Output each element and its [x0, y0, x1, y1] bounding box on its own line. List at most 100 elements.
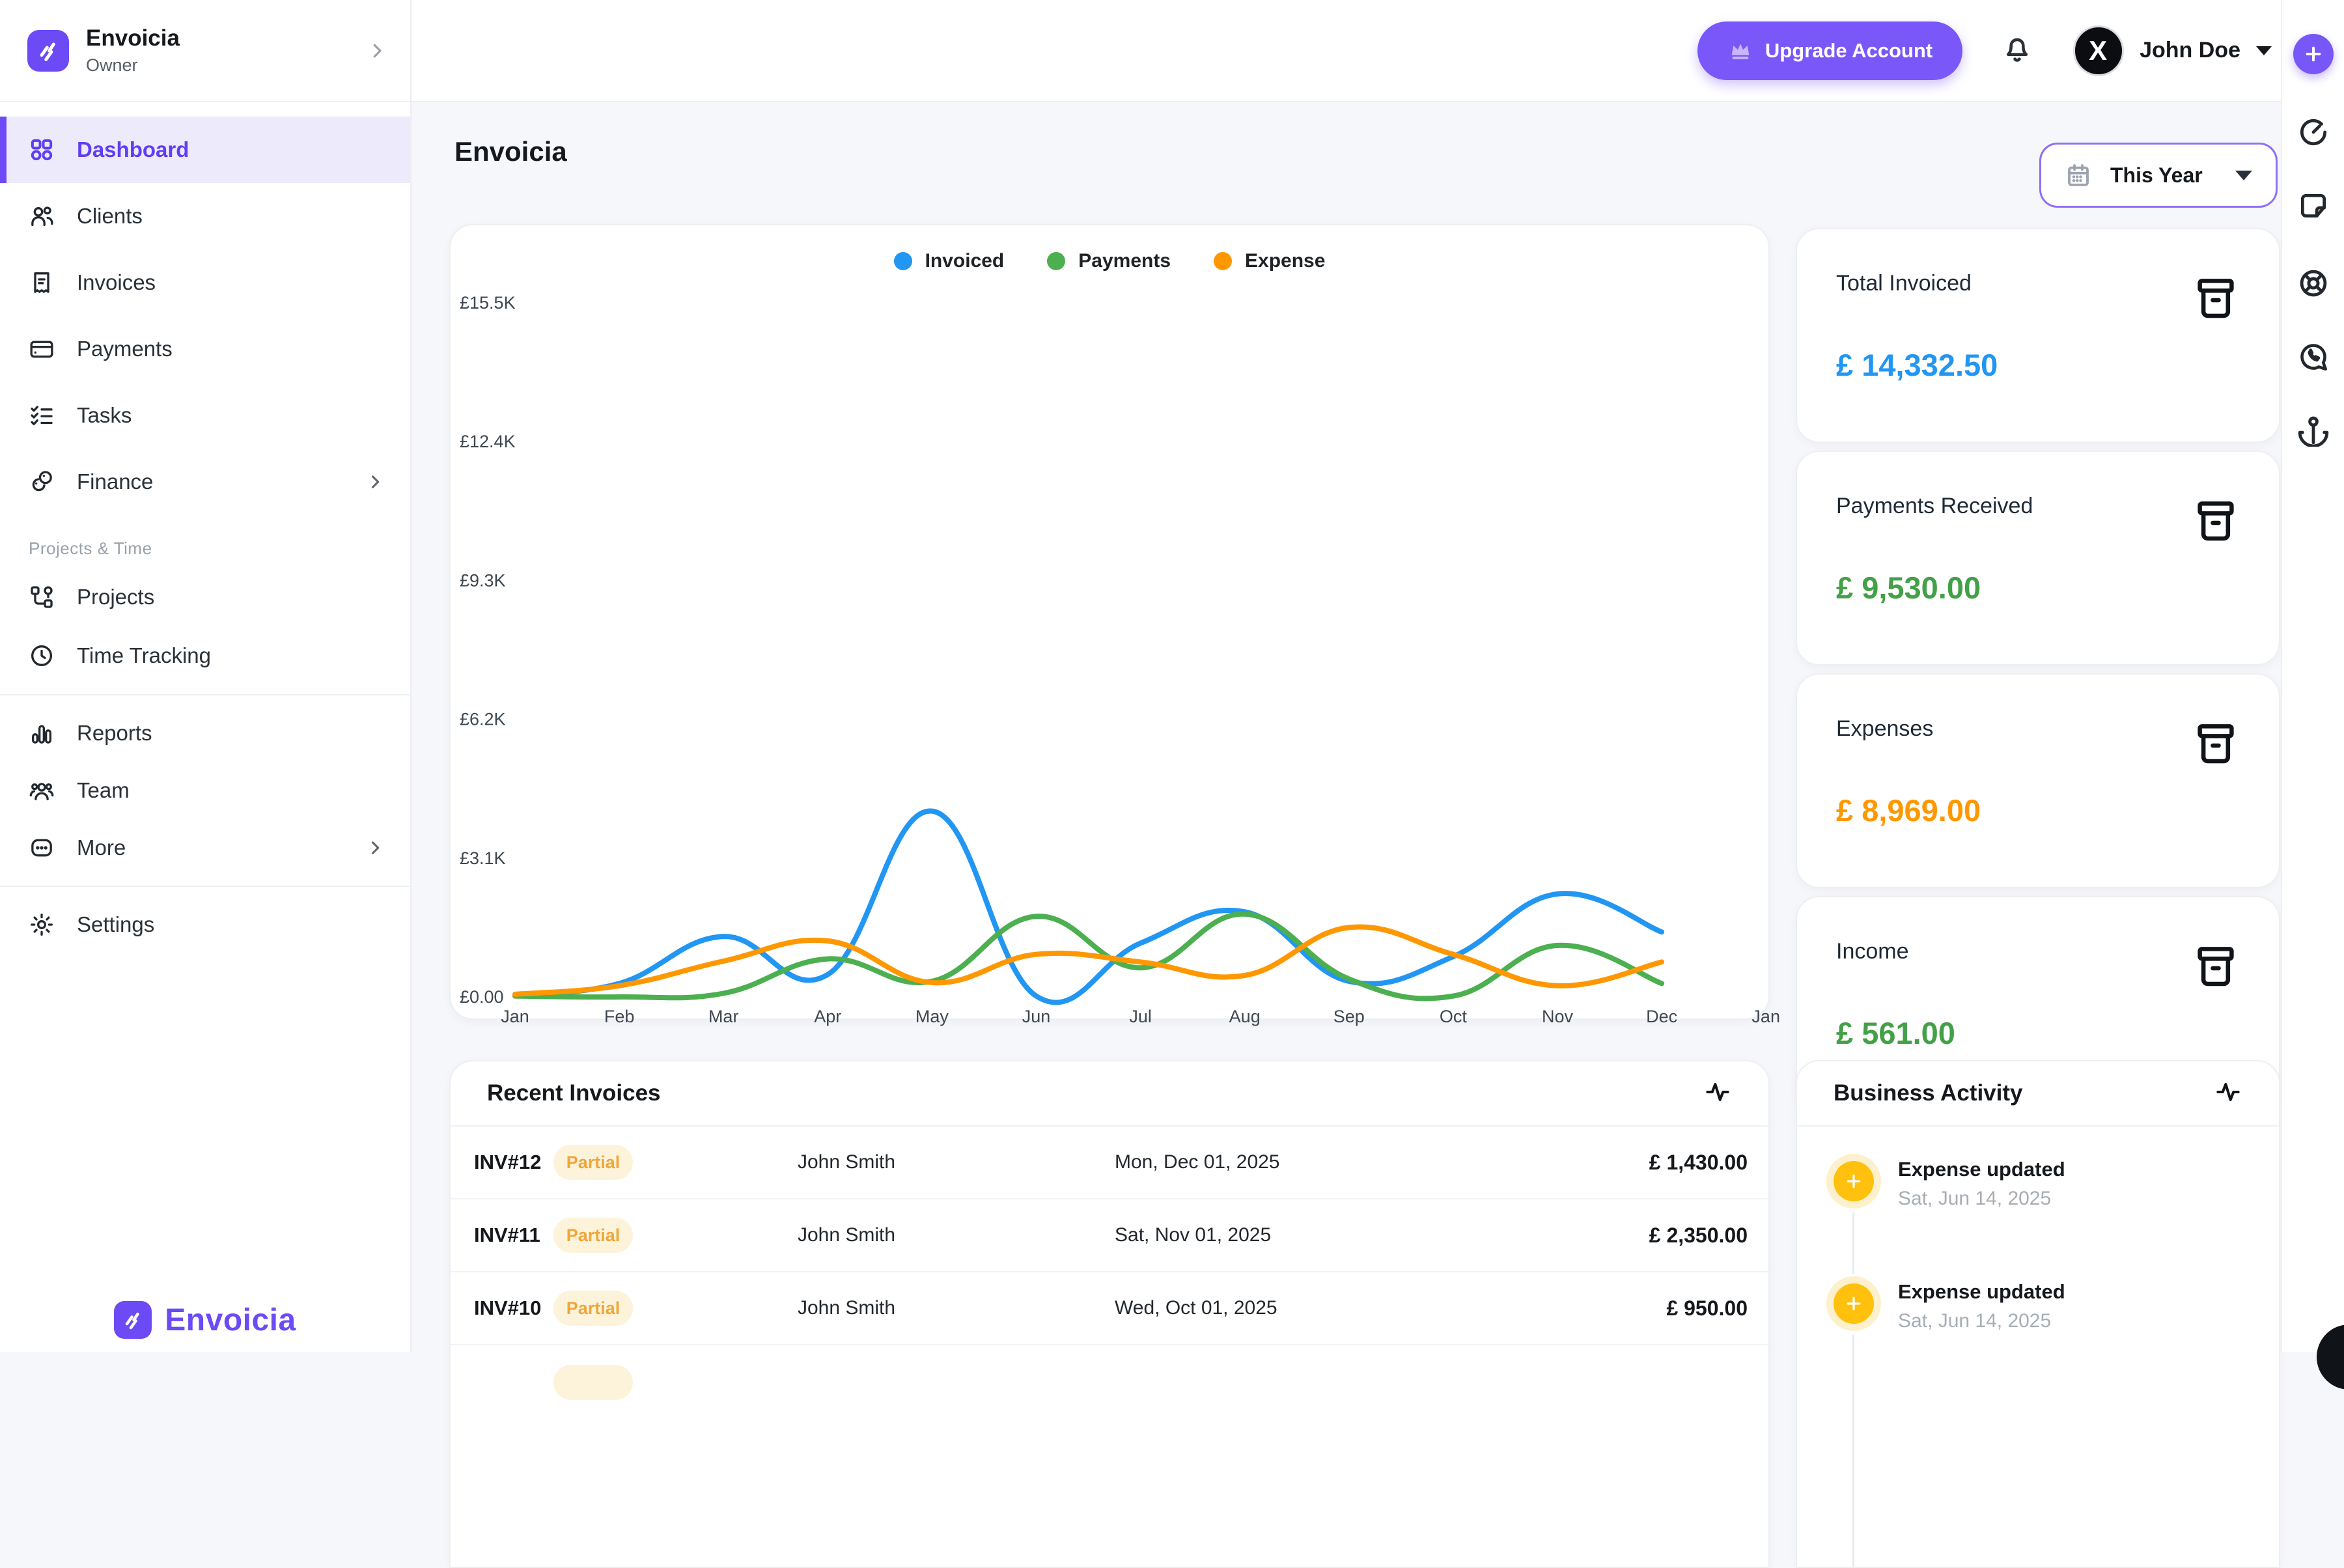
svg-text:Jan: Jan: [501, 1007, 529, 1026]
bell-icon: [2006, 38, 2028, 62]
summary-card-value: £ 9,530.00: [1836, 570, 1981, 605]
lifebuoy-icon: [2300, 270, 2326, 297]
sidebar-item-projects[interactable]: Projects: [0, 568, 410, 626]
notes-button[interactable]: [2297, 189, 2330, 225]
summary-card-total-invoiced[interactable]: Total Invoiced £ 14,332.50: [1796, 228, 2280, 443]
revenue-chart-card: Invoiced Payments Expense £0.00 £3.1K £6.2…: [449, 224, 1780, 1026]
legend-item-expense[interactable]: Expense: [1214, 250, 1325, 272]
sidebar-item-team[interactable]: Team: [0, 762, 410, 819]
help-button[interactable]: [2297, 267, 2330, 303]
sidebar-item-finance[interactable]: Finance: [0, 449, 410, 515]
user-menu-caret-icon[interactable]: [2256, 46, 2272, 55]
calendar-icon: [2068, 164, 2089, 186]
right-tool-strip: [2281, 0, 2344, 1352]
sidebar-item-label: Dashboard: [77, 137, 189, 161]
workspace-switcher[interactable]: Envoicia Owner: [0, 0, 410, 102]
summary-card-expenses[interactable]: Expenses £ 8,969.00: [1796, 673, 2280, 888]
page-title: Envoicia: [454, 136, 567, 167]
invoice-row-clipped[interactable]: [451, 1345, 1768, 1423]
archive-box-icon: [2198, 279, 2234, 318]
summary-card-value: £ 14,332.50: [1836, 348, 1998, 382]
sidebar-divider: [0, 886, 410, 887]
invoice-id: INV#12: [474, 1151, 542, 1173]
svg-text:£6.2K: £6.2K: [460, 710, 506, 729]
svg-text:Aug: Aug: [1229, 1007, 1261, 1026]
invoice-row[interactable]: INV#12 Partial John Smith Mon, Dec 01, 2…: [451, 1127, 1768, 1199]
notifications-button[interactable]: [2000, 32, 2034, 69]
clock-icon: [31, 645, 53, 667]
plus-icon: [2306, 46, 2321, 62]
chevron-right-icon: [373, 44, 382, 57]
sidebar-item-label: Invoices: [77, 270, 156, 294]
invoice-amount: £ 950.00: [1666, 1296, 1748, 1320]
recent-invoices-panel: Recent Invoices INV#12 Partial John Smit…: [449, 1060, 1770, 1568]
activity-plus-icon: [1826, 1276, 1881, 1331]
invoice-row[interactable]: INV#11 Partial John Smith Sat, Nov 01, 2…: [451, 1199, 1768, 1272]
summary-card-value: £ 8,969.00: [1836, 793, 1981, 828]
svg-text:Jul: Jul: [1129, 1007, 1152, 1026]
sidebar-item-more[interactable]: More: [0, 819, 410, 876]
sidebar-item-time-tracking[interactable]: Time Tracking: [0, 626, 410, 685]
summary-card-payments-received[interactable]: Payments Received £ 9,530.00: [1796, 451, 2280, 665]
sidebar-item-clients[interactable]: Clients: [0, 183, 410, 249]
coins-icon: [32, 471, 52, 492]
anchor-button[interactable]: [2297, 414, 2330, 450]
revenue-chart-svg: £0.00 £3.1K £6.2K £9.3K £12.4K £15.5K Jan Feb Ma…: [460, 293, 1780, 1026]
note-icon: [2300, 193, 2326, 218]
archive-box-icon: [2198, 724, 2234, 764]
workspace-name: Envoicia: [86, 25, 180, 51]
legend-label: Expense: [1245, 250, 1326, 272]
sidebar-item-label: Team: [77, 778, 130, 802]
sidebar-item-label: Finance: [77, 469, 154, 494]
sidebar-item-reports[interactable]: Reports: [0, 705, 410, 762]
sidebar-divider: [0, 694, 410, 695]
svg-text:£12.4K: £12.4K: [460, 432, 516, 451]
user-name: John Doe: [2140, 38, 2240, 63]
timer-icon: [2300, 119, 2326, 146]
footer-brand-name: Envoicia: [165, 1302, 296, 1337]
svg-text:May: May: [915, 1007, 949, 1026]
summary-card-title: Expenses: [1836, 716, 1934, 741]
select-caret-icon: [2235, 170, 2252, 180]
svg-text:£15.5K: £15.5K: [460, 293, 516, 313]
sidebar-nav: Dashboard Clients Invoices Payments Task…: [0, 102, 410, 953]
sidebar-item-label: Projects: [77, 585, 155, 609]
legend-item-payments[interactable]: Payments: [1047, 250, 1171, 272]
anchor-icon: [2298, 416, 2328, 448]
timer-button[interactable]: [2297, 116, 2330, 152]
quick-add-button[interactable]: [2293, 34, 2334, 74]
invoice-row[interactable]: INV#10 Partial John Smith Wed, Oct 01, 2…: [451, 1272, 1768, 1345]
upgrade-button-label: Upgrade Account: [1765, 38, 1933, 62]
archive-box-icon: [2198, 947, 2234, 987]
activity-pulse-icon[interactable]: [2214, 1078, 2242, 1110]
timeline-connector: [1852, 1335, 1854, 1567]
svg-text:Sep: Sep: [1333, 1007, 1365, 1026]
invoice-date: Wed, Oct 01, 2025: [1115, 1297, 1277, 1319]
activity-pulse-icon[interactable]: [1703, 1078, 1732, 1110]
invoice-status-badge: [553, 1365, 633, 1400]
sidebar-item-settings[interactable]: Settings: [0, 896, 410, 953]
sidebar-item-tasks[interactable]: Tasks: [0, 382, 410, 449]
sidebar-footer-brand: Envoicia: [0, 1301, 410, 1339]
sidebar-item-payments[interactable]: Payments: [0, 316, 410, 382]
dashboard-grid-icon: [31, 139, 53, 161]
date-range-value: This Year: [2110, 163, 2203, 187]
whatsapp-button[interactable]: [2297, 341, 2330, 376]
legend-dot-icon: [1047, 252, 1066, 270]
legend-label: Payments: [1078, 250, 1171, 272]
invoice-receipt-icon: [34, 272, 49, 293]
sidebar-item-dashboard[interactable]: Dashboard: [0, 117, 410, 183]
svg-text:Feb: Feb: [604, 1007, 635, 1026]
activity-date: Sat, Jun 14, 2025: [1898, 1188, 2052, 1209]
sidebar-item-invoices[interactable]: Invoices: [0, 249, 410, 316]
svg-text:£3.1K: £3.1K: [460, 848, 506, 868]
legend-item-invoiced[interactable]: Invoiced: [893, 250, 1004, 272]
sidebar-item-label: Payments: [77, 337, 173, 361]
user-avatar[interactable]: X: [2073, 25, 2125, 76]
activity-title: Expense updated: [1898, 1158, 2065, 1181]
upgrade-account-button[interactable]: Upgrade Account: [1697, 21, 1963, 80]
svg-text:Jun: Jun: [1022, 1007, 1051, 1026]
date-range-select[interactable]: This Year: [2039, 143, 2278, 208]
legend-dot-icon: [893, 252, 912, 270]
gear-icon: [31, 914, 53, 936]
